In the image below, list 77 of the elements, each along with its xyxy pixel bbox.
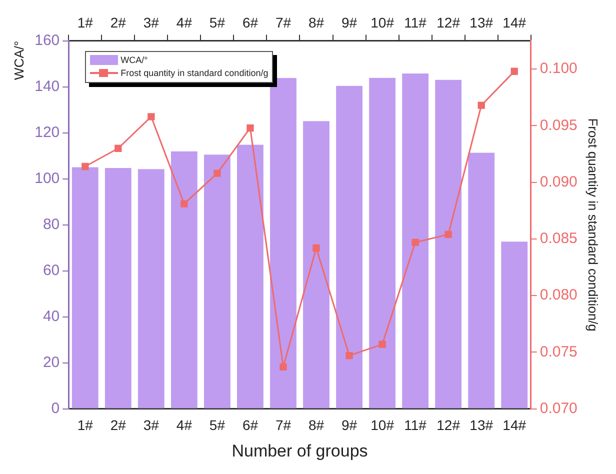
category-label: 3# <box>143 14 159 30</box>
y2-tick-label: 0.100 <box>540 60 578 78</box>
category-label: 8# <box>308 14 324 30</box>
x-tick-label: 3# <box>143 417 160 434</box>
y-tick-label: 120 <box>34 124 60 141</box>
x-axis-title: Number of groups <box>232 441 368 460</box>
x-tick-label: 14# <box>502 417 526 434</box>
x-tick-label: 2# <box>110 417 126 434</box>
x-tick-label: 12# <box>436 417 460 434</box>
bar <box>72 167 98 408</box>
point <box>180 200 188 208</box>
x-tick-label: 6# <box>242 417 258 434</box>
y2-tick-label: 0.090 <box>540 173 578 190</box>
bar <box>170 151 198 408</box>
point <box>246 124 254 132</box>
y-tick-label: 100 <box>34 170 60 187</box>
x-tick-label: 10# <box>370 417 394 434</box>
category-label: 2# <box>110 14 126 30</box>
x-tick-label: 5# <box>209 417 226 434</box>
bar <box>104 168 132 408</box>
x-tick-label: 1# <box>77 417 94 434</box>
category-label: 4# <box>176 14 192 30</box>
y2-tick-label: 0.080 <box>540 286 578 304</box>
category-label: 9# <box>341 14 358 30</box>
category-label: 13# <box>470 14 494 30</box>
category-label: 11# <box>404 14 426 30</box>
category-label: 6# <box>242 14 258 30</box>
bar <box>369 78 396 408</box>
x-tick-label: 11# <box>404 417 427 434</box>
y2-tick-label: 0.085 <box>540 230 578 248</box>
bar <box>435 80 462 408</box>
y2-axis-title: Frost quantity in standard condition/g <box>586 118 601 332</box>
category-label: 1# <box>77 14 93 30</box>
point <box>114 144 122 152</box>
bar <box>303 121 330 408</box>
x-tick-label: 13# <box>470 417 494 434</box>
y-tick-label: 60 <box>42 262 60 279</box>
category-label: 5# <box>209 14 225 30</box>
category-label: 12# <box>436 14 460 30</box>
x-tick-label: 8# <box>308 417 324 434</box>
bar <box>402 73 429 408</box>
bar <box>270 78 296 408</box>
y2-tick-label: 0.075 <box>540 343 578 360</box>
point <box>478 102 485 109</box>
bar <box>204 154 230 408</box>
y2-tick-label: 0.070 <box>540 400 578 417</box>
x-tick-label: 7# <box>275 417 292 434</box>
y-tick-label: 0 <box>51 400 60 417</box>
category-label: 7# <box>275 14 292 30</box>
legend-label: Frost quantity in standard condition/g <box>120 66 268 80</box>
point <box>280 363 287 370</box>
point <box>378 340 386 348</box>
point <box>148 113 155 120</box>
y-tick-label: 160 <box>34 32 60 49</box>
y-tick-label: 40 <box>42 308 60 325</box>
bar <box>237 144 264 408</box>
y-axis-title: WCA/° <box>11 40 26 80</box>
point <box>444 230 452 238</box>
y-tick-label: 80 <box>42 216 60 233</box>
category-label: 10# <box>370 14 394 30</box>
y-tick-label: 20 <box>42 354 60 371</box>
y2-tick-label: 0.095 <box>540 116 578 134</box>
bar <box>501 242 528 408</box>
point <box>82 162 89 170</box>
point <box>214 170 221 177</box>
x-tick-label: 4# <box>176 417 192 434</box>
point <box>346 352 353 360</box>
bar <box>138 169 164 408</box>
bar <box>336 86 362 408</box>
x-tick-label: 9# <box>341 417 358 434</box>
y-tick-label: 140 <box>34 78 60 95</box>
point <box>510 68 518 75</box>
bar <box>468 152 495 408</box>
legend-label: WCA/° <box>120 54 148 67</box>
point <box>312 244 320 252</box>
point <box>412 238 419 246</box>
category-label: 14# <box>502 14 526 30</box>
